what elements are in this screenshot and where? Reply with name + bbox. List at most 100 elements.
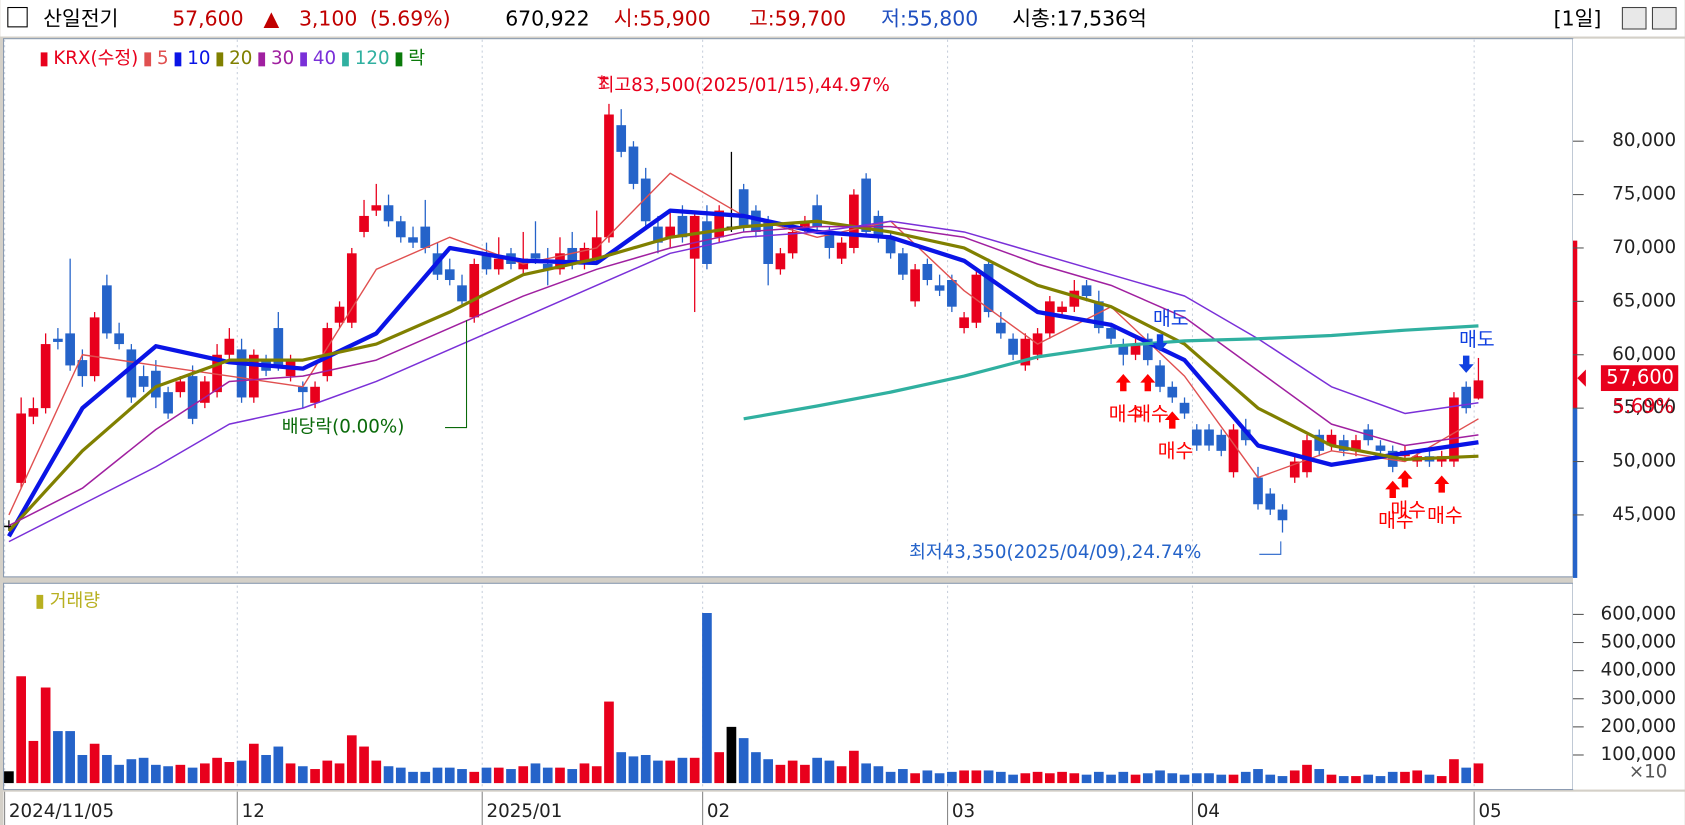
candle-body [1473,380,1484,399]
volume-bar [604,701,614,784]
buy-arrow [1140,374,1156,392]
legend-item: 5 [157,48,169,69]
open: 시:55,900 [614,6,711,30]
div-pointer [445,320,468,429]
volume-bar [518,766,529,784]
buy-label: 매수 [1427,504,1463,527]
volume-bar [261,754,271,784]
price: 57,600 [172,6,243,30]
volume-bar [420,771,431,784]
badge-price: 57,600 [1606,366,1674,389]
y-tick-label: 400,000 [1601,660,1676,681]
volume-bar [824,760,835,784]
volume-bar [506,769,516,784]
buy-arrow [1434,475,1450,493]
volume-bar [346,735,357,784]
volume-bar [444,767,455,784]
candle-body [1449,397,1459,462]
candle-body [689,215,700,259]
volume-bar [371,760,382,784]
checkbox[interactable] [7,6,28,28]
volume-bar [971,770,982,784]
sell-label: 매도 [1153,307,1189,330]
x-tick-label: 05 [1478,801,1501,822]
close-button[interactable] [1651,6,1677,30]
candle-body [1118,344,1129,355]
candle-body [1191,429,1202,446]
candle-body [224,338,235,355]
volume-bar [469,771,480,784]
buy-arrow [1385,480,1401,498]
y-tick-label: 300,000 [1601,688,1676,709]
low-note: 최저43,350(2025/04/09),24.74% [909,542,1201,563]
x-axis-area [3,791,1685,825]
x-tick-label: 2024/11/05 [9,801,114,822]
candle-body [102,285,112,334]
volume-bar [383,766,394,784]
volume-bar [836,766,847,784]
volume-bar [1351,776,1361,784]
volume-bar [763,759,773,784]
x-tick-label: 02 [707,801,730,822]
min-button[interactable] [1621,6,1647,30]
volume-bar [775,764,786,784]
high: 고:59,700 [749,6,846,30]
volume-bar [1057,771,1067,784]
candle-body [248,354,259,398]
volume-bar [530,763,541,784]
legend-item: ▮ [215,48,225,69]
volume-bar [1191,773,1202,784]
volume-bar [910,773,920,784]
y-tick-label: 60,000 [1612,344,1676,365]
badge-arrow [1577,369,1586,387]
candle-body [1289,461,1300,478]
volume-bar [285,763,296,784]
buy-label: 매수 [1390,498,1426,521]
candle-body [1069,290,1080,307]
volume-bar [861,763,871,784]
candle-body [40,344,51,409]
high-pointer [597,75,609,89]
y-tick-label: 55,000 [1612,397,1676,418]
volume-bar [1093,771,1104,784]
volume-bar [689,757,700,784]
low-pointer [1259,541,1282,555]
y-tick-label: 80,000 [1612,130,1676,151]
volume-bar [1179,774,1190,784]
volume-bar [1424,774,1435,784]
x-tick-label: 04 [1197,801,1220,822]
volume-bar [89,743,100,784]
change: 3,100 [299,6,357,30]
legend: ▮ KRX(수정) ▮ 5 ▮ 10 ▮ 20 ▮ 30 ▮ 40 ▮ 120 ▮ 락 [39,48,425,69]
candle-body [493,258,504,270]
legend-item: ▮ [299,48,309,69]
legend-item: 락 [408,48,425,69]
candle-body [677,215,688,238]
candle-body [983,263,994,313]
candle-body [1020,338,1031,366]
volume-bar [1253,769,1263,784]
candle-body [702,221,712,264]
volume-bar [726,726,737,784]
y-tick-label: 75,000 [1612,184,1676,205]
volume-bar [542,767,553,784]
legend-item: 10 [187,48,210,69]
candle-body [947,280,957,307]
period[interactable]: [1일] [1554,6,1602,30]
y-tick-label: 100,000 [1601,744,1676,765]
range-up [1572,240,1578,409]
volume-bar [1240,771,1251,784]
volume-bar [959,770,969,784]
y-tick-label: 70,000 [1612,237,1676,258]
legend-item: 30 [271,48,294,69]
candle-body [212,354,222,393]
candle-body [1338,440,1349,451]
volume-bar [1044,773,1055,784]
x-tick-label: 2025/01 [487,801,563,822]
candle-body [359,215,369,232]
candle-body [959,317,969,329]
volume-bar [457,769,467,784]
candle-body [200,381,210,403]
candle-body [1142,338,1153,361]
candle-body [126,349,137,398]
